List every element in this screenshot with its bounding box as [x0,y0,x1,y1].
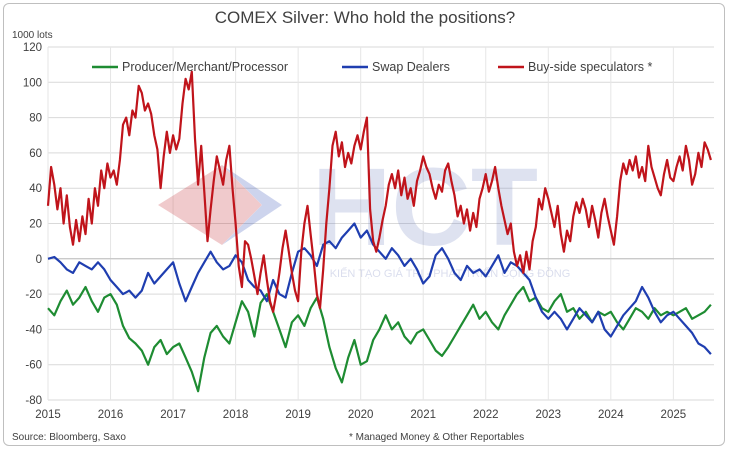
watermark-diamond-blue [222,165,282,245]
speculators-line [46,70,712,313]
chart-frame [3,3,725,446]
y-tick-label: 60 [29,148,42,160]
y-tick-label: 80 [29,113,42,125]
y-tick-label: -60 [25,360,42,372]
producer-line [47,285,712,393]
x-tick-label: 2021 [410,409,436,421]
y-tick-label: 100 [23,77,42,89]
watermark-subtext: KIẾN TẠO GIÁ TRỊ - PHÁT TRIỂN CỘNG ĐỒNG [330,267,571,280]
y-tick-label: -40 [25,324,42,336]
x-tick-label: 2024 [598,409,624,421]
x-tick-label: 2022 [473,409,499,421]
y-tick-label: 120 [23,42,42,54]
x-tick-label: 2023 [535,409,561,421]
x-tick-label: 2016 [98,409,124,421]
y-tick-label: -80 [25,395,42,407]
source-note: Source: Bloomberg, Saxo [12,432,126,443]
x-tick-label: 2017 [160,409,186,421]
x-tick-label: 2015 [35,409,61,421]
y-tick-label: 20 [29,219,42,231]
x-tick-label: 2018 [223,409,249,421]
footnote: * Managed Money & Other Reportables [349,432,525,443]
chart-title: COMEX Silver: Who hold the positions? [214,8,516,27]
legend-label: Buy-side speculators * [528,60,653,74]
swap-dealers-line [47,222,712,355]
x-tick-label: 2019 [285,409,311,421]
x-tick-label: 2025 [661,409,687,421]
watermark-text: HCT [312,146,538,269]
y-axis-unit-label: 1000 lots [12,30,53,41]
x-tick-label: 2020 [348,409,374,421]
legend-label: Producer/Merchant/Processor [122,60,288,74]
y-tick-label: 0 [36,254,42,266]
y-tick-label: -20 [25,289,42,301]
legend-label: Swap Dealers [372,60,450,74]
y-tick-label: 40 [29,183,42,195]
